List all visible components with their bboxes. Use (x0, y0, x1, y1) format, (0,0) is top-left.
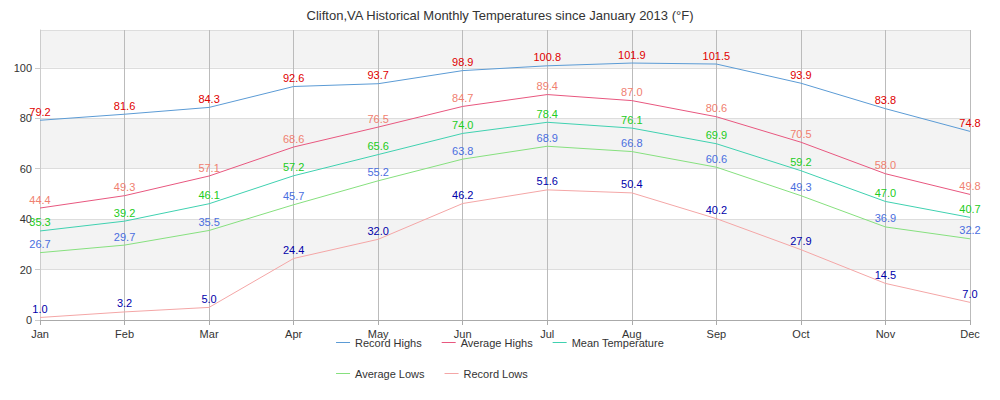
svg-text:24.4: 24.4 (283, 244, 304, 256)
svg-text:55.2: 55.2 (367, 166, 388, 178)
svg-text:29.7: 29.7 (114, 231, 135, 243)
svg-text:40.2: 40.2 (706, 204, 727, 216)
svg-text:87.0: 87.0 (621, 86, 642, 98)
svg-text:Jan: Jan (31, 328, 49, 340)
svg-text:46.1: 46.1 (198, 189, 219, 201)
svg-text:66.8: 66.8 (621, 137, 642, 149)
svg-text:Nov: Nov (876, 328, 896, 340)
svg-text:100.8: 100.8 (534, 51, 562, 63)
svg-text:50.4: 50.4 (621, 178, 642, 190)
svg-text:101.5: 101.5 (703, 50, 731, 62)
svg-text:Sep: Sep (707, 328, 727, 340)
svg-text:76.1: 76.1 (621, 114, 642, 126)
svg-text:35.3: 35.3 (29, 216, 50, 228)
svg-text:78.4: 78.4 (537, 108, 558, 120)
svg-text:May: May (367, 327, 389, 340)
svg-text:Clifton,VA Historical Monthly: Clifton,VA Historical Monthly Temperatur… (307, 8, 694, 23)
svg-text:1.0: 1.0 (32, 303, 47, 315)
svg-text:44.4: 44.4 (29, 194, 50, 206)
svg-text:65.6: 65.6 (367, 140, 388, 152)
svg-text:93.9: 93.9 (790, 69, 811, 81)
svg-text:Record Lows: Record Lows (464, 368, 529, 380)
svg-text:81.6: 81.6 (114, 100, 135, 112)
svg-text:7.0: 7.0 (962, 288, 977, 300)
svg-text:Jul: Jul (540, 328, 554, 340)
svg-text:36.9: 36.9 (875, 212, 896, 224)
svg-text:58.0: 58.0 (875, 159, 896, 171)
svg-text:Average Lows: Average Lows (355, 368, 425, 380)
svg-text:101.9: 101.9 (618, 49, 646, 61)
svg-text:27.9: 27.9 (790, 235, 811, 247)
svg-text:Mar: Mar (200, 328, 219, 340)
svg-text:49.8: 49.8 (959, 180, 980, 192)
svg-text:Record Highs: Record Highs (355, 337, 422, 349)
svg-text:49.3: 49.3 (790, 181, 811, 193)
svg-text:59.2: 59.2 (790, 156, 811, 168)
svg-text:68.6: 68.6 (283, 133, 304, 145)
svg-text:57.2: 57.2 (283, 161, 304, 173)
svg-text:49.3: 49.3 (114, 181, 135, 193)
svg-text:Average Highs: Average Highs (461, 337, 533, 349)
svg-text:84.3: 84.3 (198, 93, 219, 105)
svg-text:60.6: 60.6 (706, 153, 727, 165)
svg-text:Feb: Feb (115, 328, 134, 340)
svg-text:46.2: 46.2 (452, 189, 473, 201)
svg-text:39.2: 39.2 (114, 207, 135, 219)
svg-text:92.6: 92.6 (283, 72, 304, 84)
svg-text:63.8: 63.8 (452, 145, 473, 157)
svg-text:45.7: 45.7 (283, 190, 304, 202)
svg-text:32.2: 32.2 (959, 224, 980, 236)
svg-text:60: 60 (20, 163, 32, 175)
svg-text:Apr: Apr (285, 328, 302, 340)
svg-text:47.0: 47.0 (875, 187, 896, 199)
svg-text:Aug: Aug (622, 327, 642, 340)
svg-text:Jun: Jun (453, 327, 472, 340)
svg-text:89.4: 89.4 (537, 80, 558, 92)
svg-text:100: 100 (14, 62, 32, 74)
svg-text:68.9: 68.9 (537, 132, 558, 144)
svg-text:80: 80 (19, 112, 32, 125)
svg-text:40: 40 (19, 213, 32, 226)
svg-text:5.0: 5.0 (201, 293, 216, 305)
svg-text:57.1: 57.1 (198, 162, 219, 174)
svg-text:83.8: 83.8 (875, 94, 896, 106)
svg-text:Dec: Dec (960, 328, 980, 340)
svg-text:0: 0 (26, 314, 32, 326)
svg-text:Oct: Oct (792, 328, 809, 340)
svg-text:26.7: 26.7 (29, 238, 50, 250)
svg-text:3.2: 3.2 (117, 297, 132, 309)
svg-text:51.6: 51.6 (537, 175, 558, 187)
svg-text:98.9: 98.9 (452, 56, 473, 68)
svg-text:Mean Temperature: Mean Temperature (572, 337, 664, 349)
svg-text:93.7: 93.7 (367, 69, 388, 81)
svg-text:40.7: 40.7 (959, 203, 980, 215)
svg-text:80.6: 80.6 (706, 102, 727, 114)
svg-text:35.5: 35.5 (198, 216, 219, 228)
svg-text:74.8: 74.8 (959, 117, 980, 129)
svg-text:69.9: 69.9 (706, 129, 727, 141)
svg-text:74.0: 74.0 (452, 119, 473, 131)
svg-text:20: 20 (20, 264, 32, 276)
svg-text:76.5: 76.5 (367, 113, 388, 125)
svg-text:32.0: 32.0 (367, 225, 388, 237)
svg-text:70.5: 70.5 (790, 128, 811, 140)
svg-text:14.5: 14.5 (875, 269, 896, 281)
svg-text:84.7: 84.7 (452, 92, 473, 104)
svg-text:79.2: 79.2 (29, 106, 50, 118)
